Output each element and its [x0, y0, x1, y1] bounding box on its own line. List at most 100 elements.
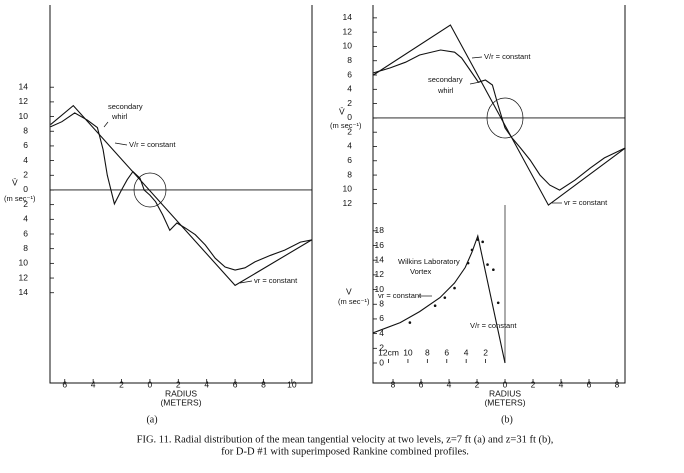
y-tick-label: 2	[347, 98, 352, 108]
y-tick-label: 6	[23, 140, 28, 150]
x-tick-label: 6	[62, 379, 67, 389]
data-point	[466, 261, 470, 265]
data-point	[492, 268, 495, 272]
annotation: whirl	[437, 86, 454, 95]
data-point	[453, 286, 456, 290]
y-tick-label: 10	[343, 41, 353, 51]
x-tick-label: 2	[531, 379, 536, 389]
x-tick-label: 8	[391, 379, 396, 389]
x-axis-unit: (METERS)	[484, 397, 525, 407]
y-tick-label: 4	[347, 141, 352, 151]
y-tick-label: 6	[23, 228, 28, 238]
y-axis-label: V̄	[12, 177, 18, 187]
data-point	[476, 238, 480, 241]
annotation: Vortex	[410, 267, 432, 276]
x-tick-label: 8	[615, 379, 620, 389]
x-tick-label: 12cm	[378, 347, 399, 357]
x-tick-label: 4	[91, 379, 96, 389]
y-tick-label: 10	[375, 284, 385, 294]
y-tick-label: 0	[23, 184, 28, 194]
y-tick-label: 8	[347, 169, 352, 179]
x-axis-unit: (METERS)	[160, 397, 201, 407]
annotation: vr = constant	[378, 291, 422, 300]
x-tick-label: 4	[447, 379, 452, 389]
y-tick-label: 12	[343, 198, 353, 208]
leader	[103, 121, 109, 128]
annotation: vr = constant	[254, 276, 298, 285]
leader	[114, 142, 128, 146]
panel-label: (a)	[146, 414, 157, 425]
x-tick-label: 4	[464, 347, 469, 357]
x-tick-label: 6	[587, 379, 592, 389]
y-axis-unit: (m sec⁻¹)	[338, 297, 370, 306]
y-tick-label: 2	[379, 343, 384, 353]
profile-line	[50, 104, 312, 287]
y-axis-unit: (m sec⁻¹)	[4, 194, 36, 203]
y-tick-label: 12	[19, 272, 29, 282]
x-tick-label: 6	[419, 379, 424, 389]
y-tick-label: 10	[19, 111, 29, 121]
leader	[239, 280, 253, 284]
annotation: V/r = constant	[470, 321, 517, 330]
y-axis-label: V	[346, 286, 352, 296]
y-tick-label: 8	[23, 243, 28, 253]
x-axis-label: RADIUS	[489, 388, 521, 398]
y-tick-label: 4	[347, 84, 352, 94]
x-tick-label: 8	[261, 379, 266, 389]
y-axis-label: V̄	[339, 106, 345, 116]
x-axis-label: RADIUS	[165, 388, 197, 398]
leader	[471, 56, 483, 59]
data-point	[486, 263, 489, 266]
profile-line	[373, 49, 626, 191]
data-point	[470, 248, 474, 252]
y-tick-label: 2	[347, 126, 352, 136]
y-tick-label: 4	[23, 155, 28, 165]
y-tick-label: 12	[343, 26, 353, 36]
annotation: secondary	[108, 102, 143, 111]
y-tick-label: 4	[23, 214, 28, 224]
y-tick-label: 4	[379, 328, 384, 338]
y-tick-label: 6	[347, 155, 352, 165]
y-tick-label: 6	[347, 69, 352, 79]
data-point	[496, 301, 500, 305]
y-tick-label: 2	[23, 199, 28, 209]
x-tick-label: 10	[287, 379, 297, 389]
profile-line	[373, 24, 626, 206]
x-tick-label: 6	[233, 379, 238, 389]
y-tick-label: 16	[375, 240, 385, 250]
x-tick-label: 2	[475, 379, 480, 389]
x-tick-label: 4	[204, 379, 209, 389]
x-tick-label: 6	[444, 347, 449, 357]
y-tick-label: 2	[23, 170, 28, 180]
data-point	[443, 296, 447, 299]
annotation: whirl	[111, 112, 128, 121]
x-tick-label: 0	[148, 379, 153, 389]
leaders	[103, 56, 562, 363]
panel-label: (b)	[501, 414, 513, 425]
y-tick-label: 8	[347, 55, 352, 65]
data-point	[408, 321, 412, 324]
annotation: Wilkins Laboratory	[398, 257, 460, 266]
annotation: V/r = constant	[129, 140, 176, 149]
y-axis-unit: (m sec⁻¹)	[330, 121, 362, 130]
profile-line	[50, 112, 312, 271]
y-tick-label: 12	[19, 96, 29, 106]
caption: for D-D #1 with superimposed Rankine com…	[221, 446, 469, 457]
annotation: secondary	[428, 75, 463, 84]
x-tick-label: 8	[425, 347, 430, 357]
data-point	[481, 240, 484, 244]
caption: FIG. 11. Radial distribution of the mean…	[137, 434, 554, 445]
x-tick-label: 0	[503, 379, 508, 389]
y-tick-label: 0	[347, 112, 352, 122]
profile-line	[372, 234, 506, 364]
y-tick-label: 0	[379, 357, 384, 367]
x-tick-label: 10	[403, 347, 413, 357]
annotation: V/r = constant	[484, 52, 531, 61]
frame	[49, 5, 313, 384]
x-tick-label: 2	[119, 379, 124, 389]
y-tick-label: 14	[19, 81, 29, 91]
data-point	[433, 304, 437, 308]
x-tick-label: 4	[559, 379, 564, 389]
y-tick-label: 18	[375, 225, 385, 235]
y-tick-label: 8	[379, 299, 384, 309]
